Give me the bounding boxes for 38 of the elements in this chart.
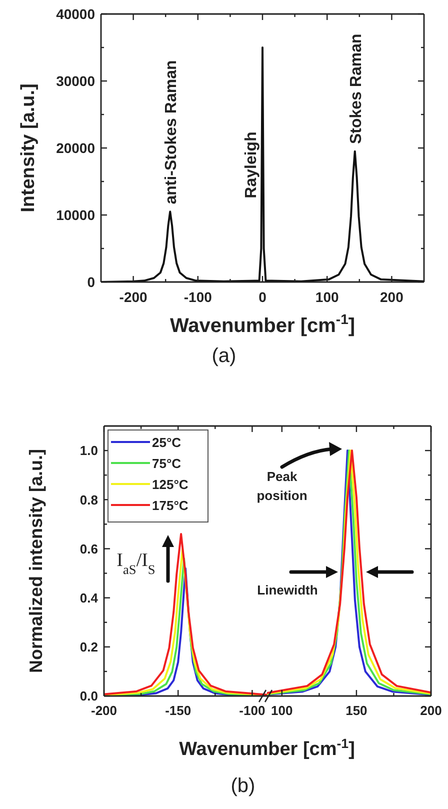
legend-label: 125°C — [152, 477, 189, 492]
y-tick-label: 0.2 — [80, 640, 98, 655]
y-tick-label: 0.4 — [80, 590, 99, 606]
y-tick-label: 1.0 — [80, 443, 98, 458]
x-tick-label: -200 — [90, 703, 118, 718]
y-axis-title: Normalized intensity [a.u.] — [26, 448, 46, 674]
x-tick-label: -100 — [184, 289, 212, 305]
y-tick-label: 20000 — [56, 140, 96, 156]
x-tick-label: -150 — [165, 703, 192, 718]
x-tick-label: 100 — [271, 703, 293, 718]
legend-label: 175°C — [152, 498, 189, 513]
annotation: Linewidth — [257, 582, 318, 598]
y-tick-label: 0 — [87, 274, 96, 290]
x-tick-label: 0 — [258, 289, 267, 305]
legend-label: 25°C — [152, 435, 182, 450]
annotation: I$_{aS}$/I$_{S}$ — [116, 550, 156, 576]
y-tick-label: 40000 — [56, 6, 96, 22]
annotation: Peak position — [256, 469, 308, 503]
x-tick-label: -100 — [239, 703, 266, 718]
y-tick-label: 0.6 — [80, 541, 98, 556]
text: (b) — [230, 775, 256, 797]
x-tick-label: 150 — [346, 703, 368, 718]
text: (a) — [212, 345, 236, 367]
y-tick-label: 0.0 — [80, 688, 98, 704]
x-tick-label: 200 — [380, 289, 404, 305]
x-axis-title: Wavenumber [cm$^{-1}$] — [179, 736, 355, 760]
annotation: Rayleigh — [243, 132, 260, 198]
y-tick-label: 10000 — [56, 207, 96, 224]
x-tick-label: 100 — [315, 289, 339, 305]
x-tick-label: -200 — [119, 289, 148, 305]
y-tick-label: 0.8 — [80, 492, 98, 508]
legend-label: 75°C — [152, 456, 182, 471]
annotation: Stokes Raman — [348, 34, 365, 144]
y-tick-label: 30000 — [56, 73, 96, 90]
y-axis-title: Intensity [a.u.] — [18, 84, 39, 212]
annotation: anti-Stokes Raman — [163, 60, 180, 204]
x-tick-label: 200 — [420, 703, 442, 718]
x-axis-title: Wavenumber [cm$^{-1}$] — [170, 311, 356, 337]
